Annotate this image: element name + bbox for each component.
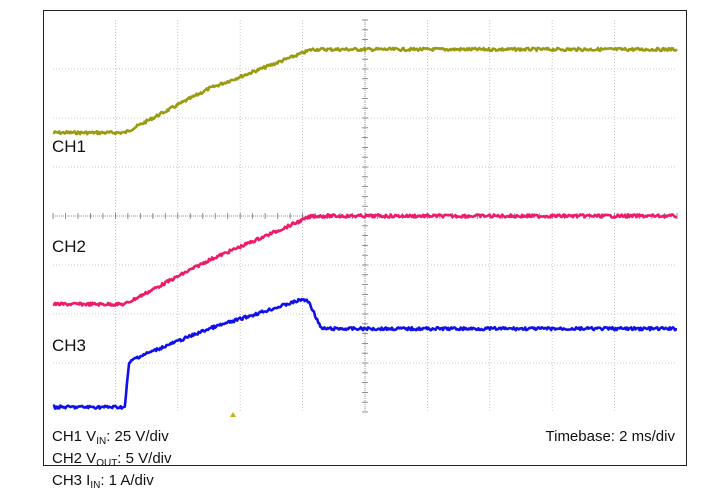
legend-ch1: CH1 VIN: 25 V/div: [52, 428, 172, 450]
legend-ch2-name: CH2 V: [52, 450, 97, 467]
legend-ch3: CH3 IIN: 1 A/div: [52, 472, 172, 494]
legend-ch2-scale: : 5 V/div: [117, 450, 172, 467]
timebase-label: Timebase: 2 ms/div: [545, 428, 676, 445]
ch2-trace: [52, 213, 678, 307]
ch3-trace: [52, 297, 678, 410]
legend-ch3-name: CH3 I: [52, 472, 91, 489]
ch1-label: CH1: [52, 137, 87, 156]
ch2-label: CH2: [52, 237, 87, 256]
legend-ch2: CH2 VOUT: 5 V/div: [52, 450, 172, 472]
legend-ch1-name: CH1 V: [52, 428, 97, 445]
channel-legend: CH1 VIN: 25 V/div CH2 VOUT: 5 V/div CH3 …: [52, 428, 172, 494]
ch3-label: CH3: [52, 336, 87, 355]
legend-ch3-scale: : 1 A/div: [100, 472, 154, 489]
legend-ch3-sub: IN: [90, 480, 101, 491]
legend-ch1-scale: : 25 V/div: [106, 428, 169, 445]
legend-ch1-sub: IN: [96, 436, 107, 447]
legend-ch2-sub: OUT: [96, 458, 118, 469]
ch1-trace: [52, 46, 678, 136]
trigger-marker: [230, 412, 236, 417]
